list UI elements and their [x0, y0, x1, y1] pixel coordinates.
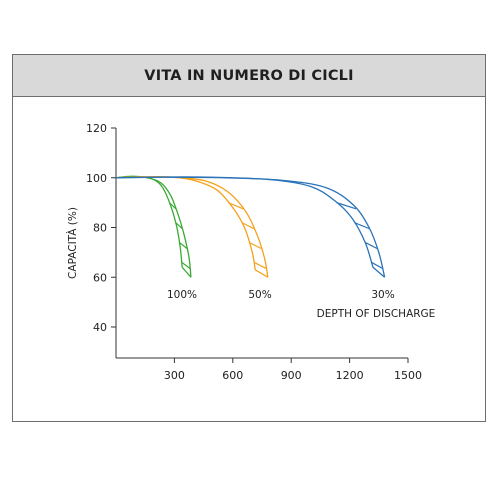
series-50pct-label: 50% [248, 289, 271, 301]
series-100pct-end-cap [181, 266, 192, 278]
y-tick-label: 40 [93, 321, 107, 334]
series-50pct-hatch [253, 261, 267, 270]
series-50pct-upper-curve [115, 176, 256, 270]
chart-title-bar: VITA IN NUMERO DI CICLI [13, 55, 485, 97]
series-30pct-label: 30% [371, 289, 394, 301]
y-tick-label: 60 [93, 271, 107, 284]
series-100pct-hatch [181, 261, 191, 270]
chart-title: VITA IN NUMERO DI CICLI [144, 67, 354, 84]
series-100pct-hatch [178, 241, 188, 250]
series-30pct-hatch [354, 221, 370, 230]
series-30pct-upper-curve [115, 176, 374, 268]
series-30pct-end-cap [372, 266, 386, 278]
x-tick-label: 1200 [336, 369, 364, 382]
x-tick-label: 900 [281, 369, 302, 382]
series-50pct-hatch [241, 221, 255, 230]
y-tick-label: 100 [86, 172, 107, 185]
x-tick-label: 300 [164, 369, 185, 382]
y-tick-label: 120 [86, 122, 107, 135]
series-50pct-end-cap [254, 269, 269, 278]
series-30pct-hatch [364, 241, 378, 250]
series-100pct-hatch [168, 202, 177, 210]
chart-frame: VITA IN NUMERO DI CICLI [12, 54, 486, 422]
series-100pct-label: 100% [167, 289, 197, 301]
depth-of-discharge-annotation: DEPTH OF DISCHARGE [317, 308, 436, 320]
y-axis-label: CAPACITÀ (%) [66, 207, 79, 279]
series-100pct-upper-curve [115, 175, 183, 268]
series-30pct-lower-curve [115, 176, 386, 278]
series-50pct-lower-curve [115, 176, 269, 278]
series-50pct-hatch [248, 241, 262, 250]
y-tick-label: 80 [93, 222, 107, 235]
x-tick-label: 1500 [394, 369, 422, 382]
x-tick-label: 600 [222, 369, 243, 382]
series-100pct-hatch [175, 222, 183, 230]
series-30pct-hatch [371, 261, 383, 270]
series-30pct-hatch [336, 202, 357, 210]
series-50pct-hatch [228, 202, 244, 210]
